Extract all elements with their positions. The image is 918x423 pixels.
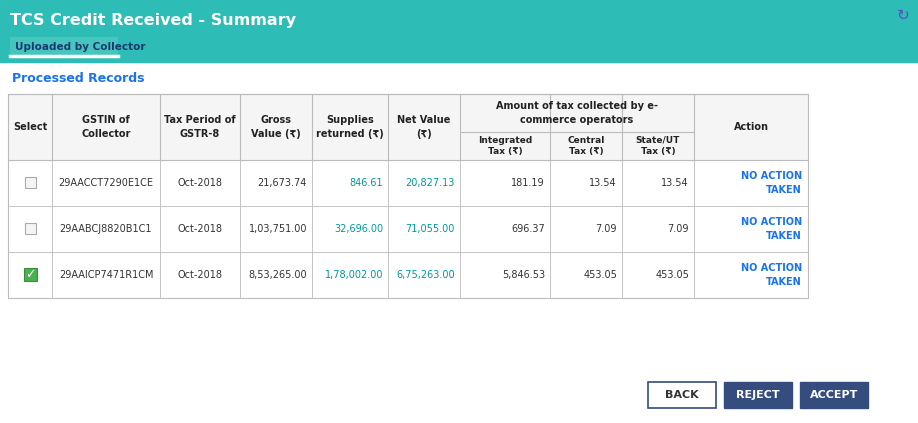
Text: Oct-2018: Oct-2018 — [177, 178, 222, 188]
Text: REJECT: REJECT — [736, 390, 779, 400]
Bar — [8, 252, 808, 298]
Text: 71,055.00: 71,055.00 — [406, 224, 455, 234]
Bar — [0, 0, 918, 62]
Text: Supplies
returned (₹): Supplies returned (₹) — [316, 115, 384, 139]
Text: Gross
Value (₹): Gross Value (₹) — [252, 115, 301, 139]
Text: Amount of tax collected by e-
commerce operators: Amount of tax collected by e- commerce o… — [496, 102, 658, 125]
Text: 5,846.53: 5,846.53 — [502, 270, 545, 280]
Text: 13.54: 13.54 — [661, 178, 689, 188]
Text: State/UT
Tax (₹): State/UT Tax (₹) — [636, 136, 680, 157]
Bar — [724, 382, 792, 408]
Text: Net Value
(₹): Net Value (₹) — [397, 115, 451, 139]
Text: 29AABCJ8820B1C1: 29AABCJ8820B1C1 — [60, 224, 152, 234]
Bar — [648, 382, 716, 408]
Text: 1,03,751.00: 1,03,751.00 — [249, 224, 307, 234]
Text: 21,673.74: 21,673.74 — [258, 178, 307, 188]
Text: 29AACCT7290E1CE: 29AACCT7290E1CE — [59, 178, 153, 188]
Text: 696.37: 696.37 — [511, 224, 545, 234]
Bar — [8, 94, 808, 160]
Bar — [24, 269, 37, 281]
Text: NO ACTION
TAKEN: NO ACTION TAKEN — [741, 217, 802, 241]
Bar — [25, 223, 36, 234]
Text: BACK: BACK — [666, 390, 699, 400]
Text: NO ACTION
TAKEN: NO ACTION TAKEN — [741, 264, 802, 287]
Bar — [25, 178, 36, 189]
Text: Select: Select — [13, 122, 47, 132]
Text: ↻: ↻ — [897, 8, 910, 22]
Text: Oct-2018: Oct-2018 — [177, 224, 222, 234]
Text: TCS Credit Received - Summary: TCS Credit Received - Summary — [10, 13, 296, 27]
Text: Processed Records: Processed Records — [12, 72, 144, 85]
Bar — [8, 206, 808, 252]
Text: 7.09: 7.09 — [667, 224, 689, 234]
Bar — [10, 37, 118, 56]
Text: NO ACTION
TAKEN: NO ACTION TAKEN — [741, 171, 802, 195]
Text: 453.05: 453.05 — [583, 270, 617, 280]
Text: 29AAICP7471R1CM: 29AAICP7471R1CM — [59, 270, 153, 280]
Text: 846.61: 846.61 — [350, 178, 383, 188]
Bar — [8, 94, 808, 298]
Text: ACCEPT: ACCEPT — [810, 390, 858, 400]
Text: Central
Tax (₹): Central Tax (₹) — [567, 136, 605, 157]
Text: Integrated
Tax (₹): Integrated Tax (₹) — [478, 136, 532, 157]
Text: 8,53,265.00: 8,53,265.00 — [249, 270, 307, 280]
Text: 20,827.13: 20,827.13 — [406, 178, 455, 188]
Bar — [800, 382, 868, 408]
Text: 7.09: 7.09 — [596, 224, 617, 234]
Text: Uploaded by Collector: Uploaded by Collector — [15, 41, 145, 52]
Text: ✓: ✓ — [25, 269, 35, 281]
Text: Tax Period of
GSTR-8: Tax Period of GSTR-8 — [164, 115, 236, 139]
Text: 6,75,263.00: 6,75,263.00 — [397, 270, 455, 280]
Text: 1,78,002.00: 1,78,002.00 — [324, 270, 383, 280]
Bar — [8, 160, 808, 206]
Text: Action: Action — [733, 122, 768, 132]
Text: 13.54: 13.54 — [589, 178, 617, 188]
Text: 32,696.00: 32,696.00 — [334, 224, 383, 234]
Text: GSTIN of
Collector: GSTIN of Collector — [82, 115, 130, 139]
Text: 181.19: 181.19 — [511, 178, 545, 188]
Text: Oct-2018: Oct-2018 — [177, 270, 222, 280]
Text: 453.05: 453.05 — [655, 270, 689, 280]
Bar — [0, 62, 918, 423]
